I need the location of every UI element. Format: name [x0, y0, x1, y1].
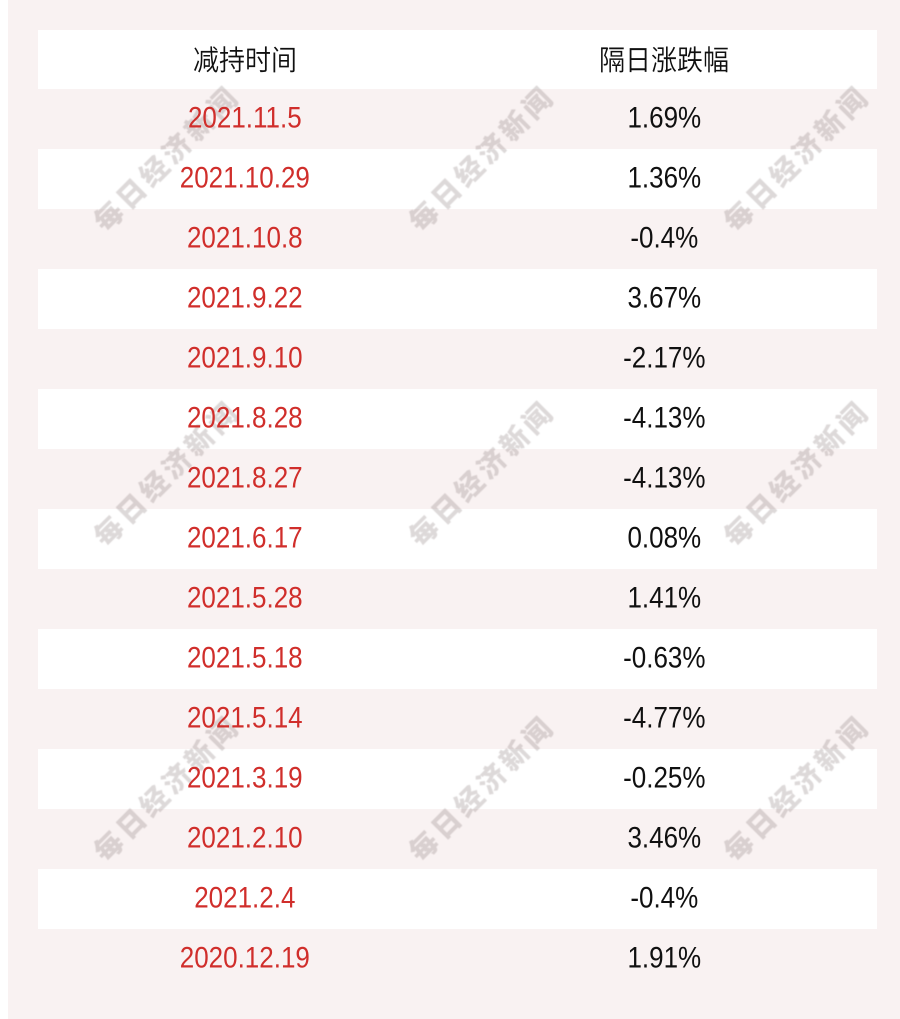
date-cell: 2021.8.28 — [186, 399, 303, 434]
date-cell: 2021.9.22 — [186, 279, 303, 314]
change-cell: 1.69% — [627, 99, 702, 134]
date-cell: 2021.8.27 — [186, 459, 303, 494]
table-row: 2021.6.17 0.08% — [38, 509, 877, 569]
date-cell: 2021.5.14 — [186, 699, 303, 734]
date-cell: 2021.6.17 — [186, 519, 303, 554]
table-row: 2021.3.19 -0.25% — [38, 749, 877, 809]
table-row: 2021.8.27 -4.13% — [38, 449, 877, 509]
table-row: 2021.5.14 -4.77% — [38, 689, 877, 749]
date-cell: 2021.11.5 — [187, 99, 302, 134]
change-cell: 1.36% — [627, 159, 702, 194]
reduction-table: 减持时间 隔日涨跌幅 2021.11.5 1.69% 2021.10.29 1.… — [38, 30, 877, 989]
change-cell: -2.17% — [623, 339, 706, 374]
change-cell: -4.13% — [623, 459, 706, 494]
date-cell: 2021.9.10 — [186, 339, 303, 374]
date-cell: 2021.5.18 — [186, 639, 303, 674]
column-header-date-glyphs — [193, 46, 295, 73]
column-header-change: 隔日涨跌幅 — [452, 30, 877, 89]
table-row: 2021.2.4 -0.4% — [38, 869, 877, 929]
change-cell: 1.91% — [627, 939, 702, 974]
table-row: 2021.10.29 1.36% — [38, 149, 877, 209]
change-cell: -0.4% — [630, 879, 699, 914]
date-cell: 2021.2.4 — [194, 879, 296, 914]
table-row: 2021.8.28 -4.13% — [38, 389, 877, 449]
date-cell: 2021.2.10 — [186, 819, 303, 854]
change-cell: -0.4% — [630, 219, 699, 254]
table-row: 2021.9.10 -2.17% — [38, 329, 877, 389]
date-cell: 2021.3.19 — [186, 759, 303, 794]
left-margin-stripe — [0, 0, 8, 1019]
column-header-date: 减持时间 — [38, 30, 452, 89]
change-cell: -4.13% — [623, 399, 706, 434]
table-row: 2021.2.10 3.46% — [38, 809, 877, 869]
column-header-change-glyphs — [601, 46, 729, 73]
date-cell: 2021.10.8 — [186, 219, 303, 254]
change-cell: 3.67% — [627, 279, 702, 314]
table-row: 2021.5.28 1.41% — [38, 569, 877, 629]
change-cell: -0.25% — [623, 759, 706, 794]
table-row: 2021.11.5 1.69% — [38, 89, 877, 149]
change-cell: -4.77% — [623, 699, 706, 734]
change-cell: 3.46% — [627, 819, 702, 854]
table-row: 2021.5.18 -0.63% — [38, 629, 877, 689]
date-cell: 2021.10.29 — [179, 159, 310, 194]
table-row: 2021.9.22 3.67% — [38, 269, 877, 329]
change-cell: 1.41% — [627, 579, 702, 614]
change-cell: -0.63% — [623, 639, 706, 674]
table-row: 2020.12.19 1.91% — [38, 929, 877, 989]
date-cell: 2021.5.28 — [186, 579, 303, 614]
date-cell: 2020.12.19 — [179, 939, 310, 974]
table-header-row: 减持时间 隔日涨跌幅 — [38, 30, 877, 89]
change-cell: 0.08% — [627, 519, 702, 554]
table-row: 2021.10.8 -0.4% — [38, 209, 877, 269]
